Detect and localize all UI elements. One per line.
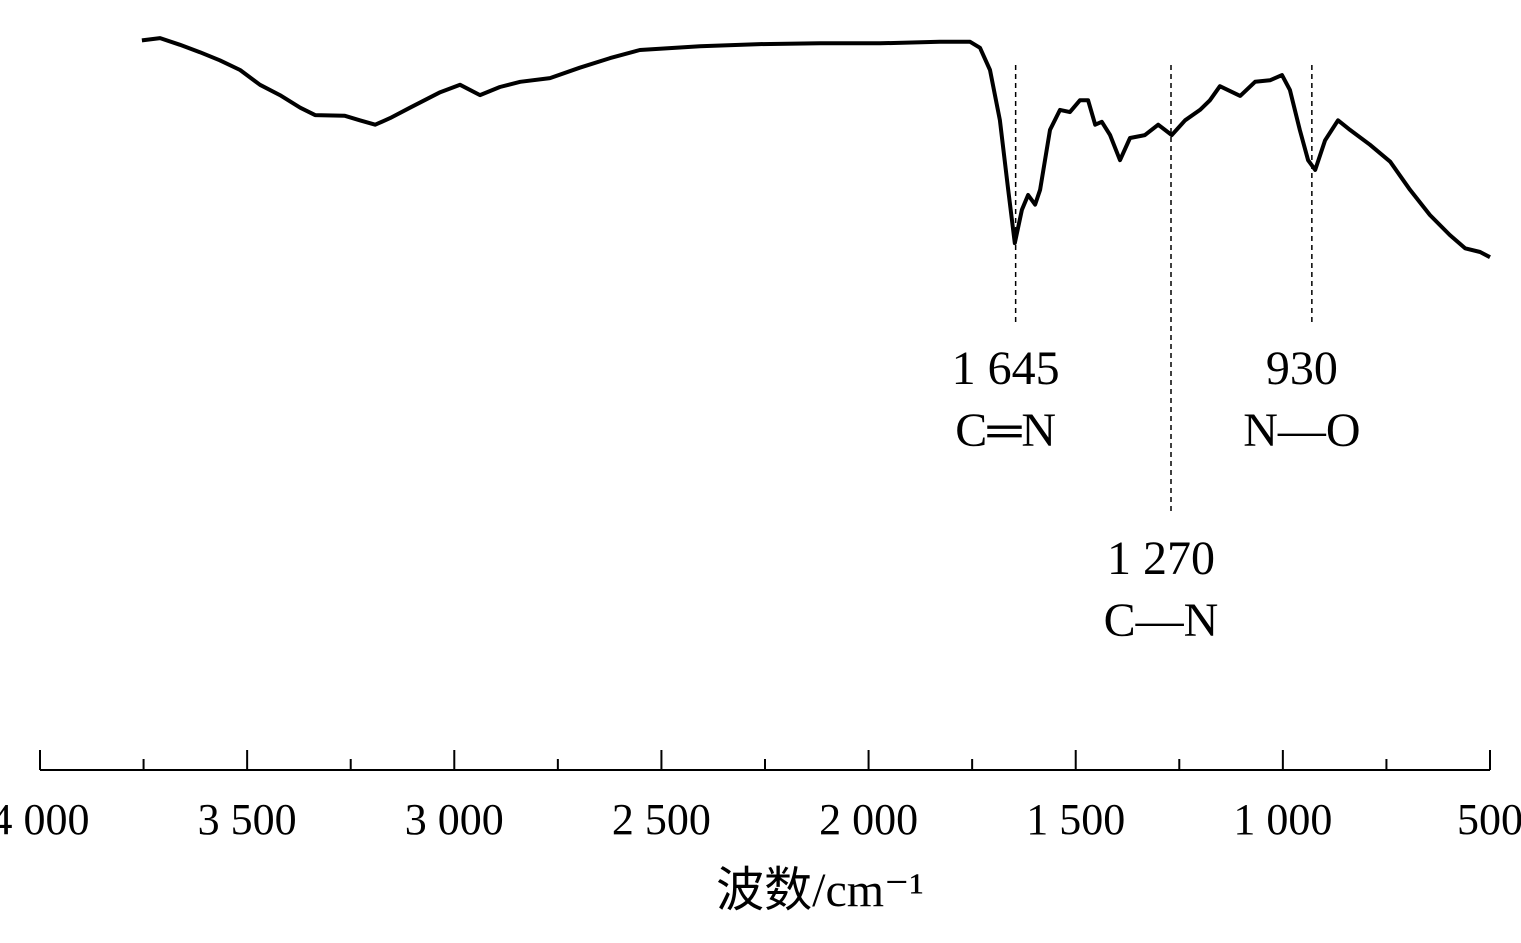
spectrum-line	[141, 36, 1491, 259]
x-tick-label: 1 000	[1233, 795, 1332, 844]
x-tick-label: 500	[1457, 795, 1521, 844]
x-tick-label: 1 500	[1026, 795, 1125, 844]
x-axis-label: 波数/cm⁻¹	[716, 864, 924, 917]
annotation-bond: C═N	[955, 404, 1056, 457]
x-tick-label: 4 000	[0, 795, 90, 844]
x-tick-label: 3 000	[405, 795, 504, 844]
annotation-label: 1 270	[1107, 532, 1215, 585]
x-tick-label: 3 500	[198, 795, 297, 844]
annotation-label: 1 645	[952, 342, 1060, 395]
annotation-label: 930	[1266, 342, 1338, 395]
x-tick-label: 2 500	[612, 795, 711, 844]
x-tick-label: 2 000	[819, 795, 918, 844]
annotation-bond: C—N	[1104, 594, 1219, 647]
annotation-bond: N—O	[1243, 404, 1360, 457]
